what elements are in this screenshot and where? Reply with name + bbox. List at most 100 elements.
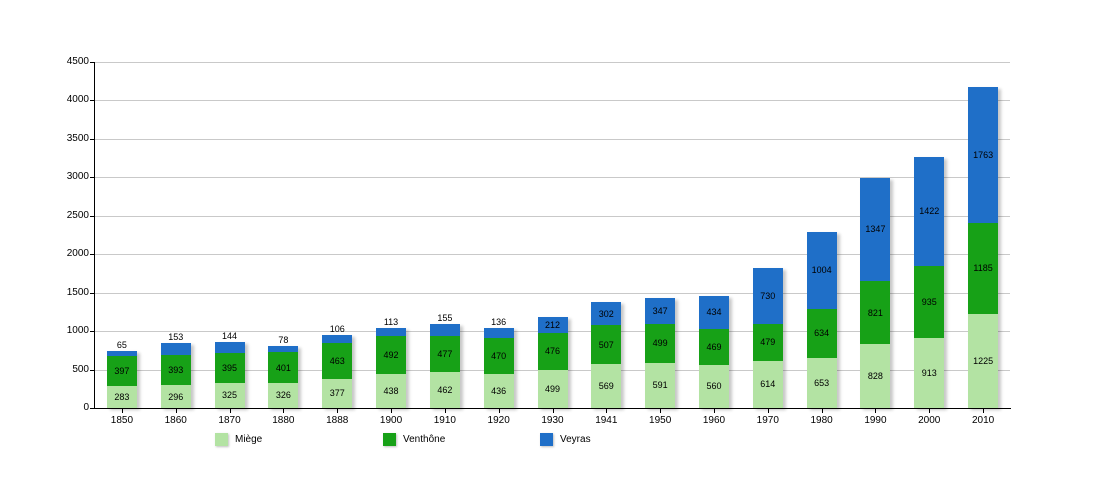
x-axis-label: 1930 <box>541 415 564 426</box>
bar-segment: 401 <box>268 352 299 383</box>
x-axis-tick <box>929 409 931 413</box>
x-axis-tick <box>391 409 393 413</box>
stacked-bar: 569 507 302 <box>591 302 622 408</box>
bar-segment: 302 <box>591 302 622 326</box>
y-axis-label: 4500 <box>66 56 89 67</box>
x-axis-tick <box>498 409 500 413</box>
legend-item-3: Veyras <box>540 431 591 447</box>
segment-value-label: 477 <box>437 349 453 360</box>
stacked-bar: 560 469 434 <box>698 295 729 408</box>
stacked-bar: 325 395 144 <box>214 331 245 408</box>
segment-value-label: 326 <box>275 390 291 401</box>
legend-item-2: Venthône <box>383 431 445 447</box>
y-axis-label: 2500 <box>66 209 89 221</box>
x-axis-label: 1960 <box>702 415 726 426</box>
stacked-bar: 296 393 153 <box>160 332 191 408</box>
bar-segment: 212 <box>537 316 568 334</box>
legend-label: Miège <box>235 433 263 445</box>
stacked-bar: 462 477 155 <box>429 313 460 408</box>
segment-value-label: 296 <box>168 391 184 402</box>
y-axis-label: 2000 <box>66 248 89 260</box>
x-axis-label: 1920 <box>487 415 510 426</box>
segment-value-label: 499 <box>544 383 561 394</box>
segment-value-label: 462 <box>437 385 453 396</box>
bar-segment: 499 <box>537 369 568 408</box>
bar-segment: 106 <box>322 324 353 344</box>
x-axis-label: 1970 <box>756 415 779 426</box>
gridline <box>95 138 1010 140</box>
bar-segment: 462 <box>429 372 460 408</box>
segment-value-label: 828 <box>867 371 883 382</box>
segment-value-label: 492 <box>383 350 399 361</box>
legend: Miège Venthône Veyras <box>0 431 1100 449</box>
legend-swatch <box>215 432 228 446</box>
bar-segment: 614 <box>752 360 783 408</box>
segment-value-label: 560 <box>706 381 722 392</box>
bar-segment: 591 <box>645 362 676 408</box>
segment-value-label: 65 <box>116 339 127 350</box>
stacked-bar: 438 492 113 <box>376 317 407 408</box>
x-axis-label: 1980 <box>810 415 833 426</box>
legend-swatch <box>383 432 396 446</box>
bar-segment: 1422 <box>914 156 945 266</box>
segment-value-label: 438 <box>383 386 399 397</box>
bar-segment: 153 <box>160 332 191 356</box>
segment-value-label: 106 <box>329 324 345 335</box>
segment-value-label: 377 <box>329 388 345 399</box>
x-axis-tick <box>444 409 446 413</box>
legend-item-1: Miège <box>215 431 262 447</box>
x-axis-line <box>94 408 1011 409</box>
segment-value-label: 1185 <box>973 263 993 274</box>
segment-value-label: 153 <box>168 332 184 343</box>
bar-segment: 1185 <box>968 222 999 314</box>
segment-value-label: 479 <box>760 337 776 348</box>
x-axis-label: 1900 <box>379 415 403 426</box>
legend-label: Venthône <box>403 433 446 445</box>
bar-segment: 935 <box>914 265 945 338</box>
bar-segment: 136 <box>483 317 514 339</box>
y-axis-tick <box>90 62 95 63</box>
bar-segment: 113 <box>376 317 407 337</box>
segment-value-label: 1347 <box>865 224 886 235</box>
bar-segment: 913 <box>914 337 945 408</box>
segment-value-label: 1422 <box>919 206 940 217</box>
segment-value-label: 507 <box>598 339 614 350</box>
y-axis-line <box>94 62 95 409</box>
y-axis-tick <box>90 215 95 217</box>
bar-segment: 436 <box>483 374 514 408</box>
bar-segment: 438 <box>376 374 407 408</box>
y-axis-tick <box>90 177 95 179</box>
segment-value-label: 397 <box>114 365 130 376</box>
bar-segment: 283 <box>106 386 137 408</box>
segment-value-label: 283 <box>114 392 130 403</box>
gridline <box>95 100 1010 102</box>
bar-segment: 1763 <box>968 87 999 223</box>
stacked-bar: 283 397 65 <box>106 340 137 408</box>
bar-segment: 78 <box>268 335 299 353</box>
bar-segment: 395 <box>214 352 245 383</box>
gridline <box>95 62 1010 63</box>
segment-value-label: 393 <box>168 365 184 376</box>
bar-segment: 65 <box>106 340 137 356</box>
y-axis-label: 1500 <box>66 286 89 298</box>
bar-segment: 1225 <box>968 313 999 408</box>
bar-segment: 476 <box>537 333 568 370</box>
y-axis-label: 1000 <box>66 325 89 337</box>
stacked-bar: 913 935 1422 <box>914 156 945 408</box>
bar-segment: 560 <box>698 364 729 408</box>
bar-segment: 325 <box>214 383 245 408</box>
x-axis-label: 2010 <box>971 415 995 426</box>
x-axis-tick <box>283 409 285 413</box>
bar-segment: 463 <box>322 343 353 379</box>
segment-value-label: 913 <box>921 367 937 378</box>
x-axis-label: 1888 <box>326 415 349 426</box>
y-axis-tick <box>90 331 95 333</box>
x-axis-tick <box>875 409 877 413</box>
bar-segment: 499 <box>645 324 676 363</box>
gridline <box>95 292 1010 294</box>
stacked-bar: 499 476 212 <box>537 316 568 408</box>
segment-value-label: 821 <box>867 307 883 318</box>
x-axis-tick <box>713 409 715 413</box>
segment-value-label: 591 <box>652 380 668 391</box>
x-axis-label: 1990 <box>864 415 887 426</box>
